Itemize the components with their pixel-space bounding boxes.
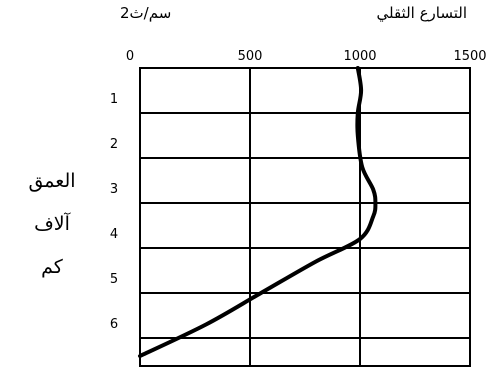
chart-title: التسارع الثقلي — [376, 4, 468, 22]
x-tick-label: 1000 — [343, 49, 376, 64]
y-tick-label: 1 — [110, 92, 118, 107]
y-tick-label: 3 — [110, 182, 118, 197]
y-axis-label-line-3: كم — [41, 256, 63, 278]
x-tick-label: 500 — [238, 49, 263, 64]
y-tick-label: 5 — [110, 272, 118, 287]
gravity-curve — [138, 66, 378, 358]
x-tick-label: 1500 — [453, 49, 486, 64]
y-tick-label: 2 — [110, 137, 118, 152]
x-tick-label: 0 — [126, 49, 134, 64]
y-axis-label-line-1: العمق — [28, 170, 76, 192]
y-tick-label: 4 — [110, 227, 118, 242]
unit-label: سم/ث2 — [120, 4, 172, 22]
y-axis-label-line-2: آلاف — [34, 213, 70, 235]
y-tick-label: 6 — [110, 317, 118, 332]
